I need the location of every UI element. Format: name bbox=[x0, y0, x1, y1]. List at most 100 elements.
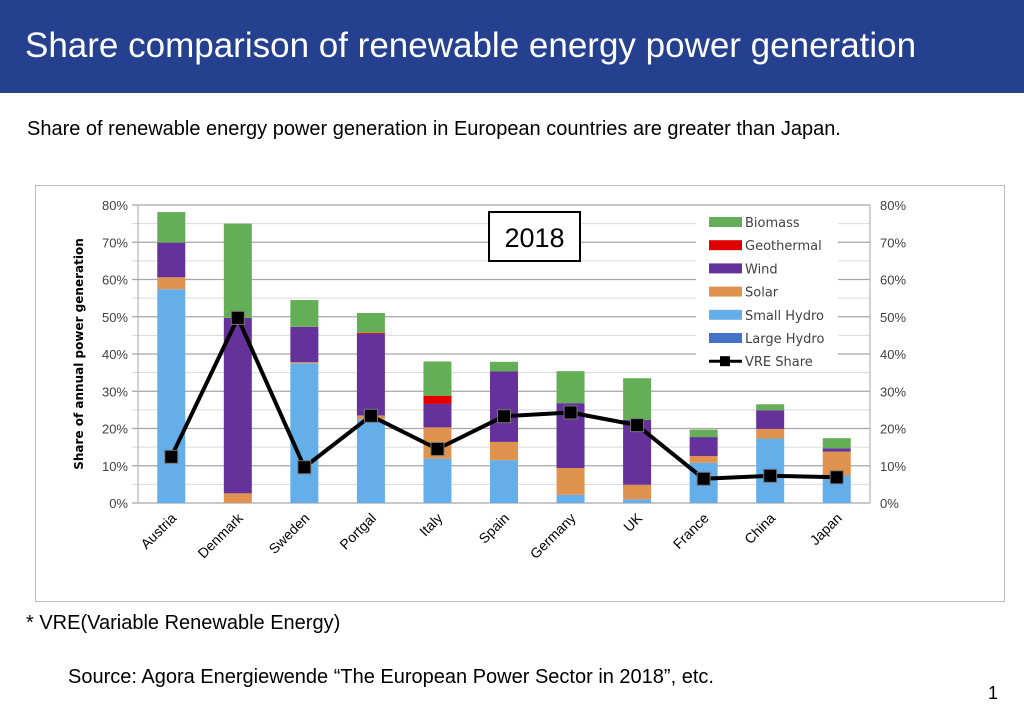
legend: Biomass Geothermal Wind Solar Small Hydro Lar… bbox=[696, 210, 838, 372]
vre-share-marker bbox=[829, 470, 844, 485]
legend-label: Solar bbox=[745, 286, 779, 301]
bar-segment-wind bbox=[223, 317, 252, 494]
vre-share-marker bbox=[230, 310, 245, 325]
page-number: 1 bbox=[988, 683, 999, 703]
bar-segment-small-hydro bbox=[290, 363, 319, 503]
y-tick-label-left: 50% bbox=[102, 310, 128, 325]
bar-segment-biomass bbox=[356, 313, 385, 333]
bar-segment-wind bbox=[423, 403, 452, 428]
vre-share-marker bbox=[497, 409, 511, 424]
legend-swatch bbox=[709, 333, 742, 343]
bar-segment-small-hydro bbox=[423, 458, 452, 503]
y-tick-label-right: 30% bbox=[880, 384, 906, 399]
x-tick-label: Spain bbox=[475, 510, 512, 547]
bar-segment-wind bbox=[356, 333, 385, 416]
y-tick-label-left: 60% bbox=[102, 273, 128, 288]
legend-label: Small Hydro bbox=[745, 309, 824, 324]
vre-share-marker bbox=[696, 471, 711, 486]
bar-segment-small-hydro bbox=[157, 289, 186, 503]
y-tick-label-right: 0% bbox=[880, 496, 899, 511]
vre-share-marker bbox=[630, 418, 645, 433]
vre-share-marker bbox=[563, 405, 578, 420]
x-tick-label: Denmark bbox=[194, 509, 246, 561]
y-tick-label-right: 60% bbox=[880, 273, 906, 288]
bar-segment-solar bbox=[223, 493, 252, 503]
bar-segment-wind bbox=[756, 410, 785, 429]
bar-segment-wind bbox=[490, 371, 518, 442]
subtitle: Share of renewable energy power generati… bbox=[27, 118, 841, 140]
vre-share-marker bbox=[297, 460, 312, 475]
x-tick-label: Germany bbox=[527, 510, 579, 562]
bar-segment-wind bbox=[290, 326, 319, 363]
bar-segment-biomass bbox=[556, 371, 585, 404]
y-tick-label-left: 10% bbox=[102, 459, 128, 474]
bar-segment-solar bbox=[157, 277, 186, 290]
bar-segment-biomass bbox=[689, 429, 718, 438]
y-tick-label-right: 40% bbox=[880, 347, 906, 362]
bar-segment-biomass bbox=[223, 223, 252, 318]
y-tick-label-right: 80% bbox=[880, 198, 906, 213]
y-tick-label-left: 40% bbox=[102, 347, 128, 362]
bar-segment-small-hydro bbox=[490, 460, 518, 503]
y-tick-label-right: 70% bbox=[880, 235, 906, 250]
vre-share-marker bbox=[763, 468, 778, 483]
bar-segment-biomass bbox=[490, 361, 518, 372]
legend-swatch bbox=[709, 263, 742, 274]
x-tick-label: Austria bbox=[137, 510, 179, 552]
bar-segment-biomass bbox=[157, 212, 186, 243]
legend-swatch bbox=[709, 217, 742, 227]
x-tick-label: France bbox=[670, 510, 712, 552]
year-annotation: 2018 bbox=[504, 223, 564, 253]
x-tick-label: Sweden bbox=[265, 510, 312, 557]
legend-swatch bbox=[709, 286, 742, 297]
legend-label: Geothermal bbox=[745, 239, 822, 254]
y-tick-label-left: 70% bbox=[102, 235, 128, 250]
bar-segment-small-hydro bbox=[556, 494, 585, 503]
bar-segment-geothermal bbox=[423, 395, 452, 404]
legend-swatch bbox=[709, 309, 742, 320]
vre-share-marker bbox=[164, 449, 179, 464]
bar-segment-solar bbox=[290, 362, 319, 364]
bar-segment-small-hydro bbox=[623, 499, 652, 503]
x-tick-label: Portgal bbox=[336, 510, 379, 553]
bar-segment-solar bbox=[623, 484, 652, 500]
slide-title: Share comparison of renewable energy pow… bbox=[25, 26, 917, 65]
bar-segment-solar bbox=[756, 428, 785, 439]
legend-marker bbox=[720, 356, 730, 367]
bar-segment-wind bbox=[822, 448, 851, 452]
y-tick-label-right: 20% bbox=[880, 422, 906, 437]
y-tick-label-left: 30% bbox=[102, 384, 128, 399]
vre-share-marker bbox=[363, 408, 378, 423]
bar-segment-biomass bbox=[423, 361, 452, 396]
bar-segment-solar bbox=[689, 456, 718, 463]
legend-label: Large Hydro bbox=[745, 332, 824, 347]
y-tick-label-left: 0% bbox=[109, 496, 128, 511]
vre-share-marker bbox=[430, 441, 445, 456]
bar-segment-wind bbox=[157, 242, 186, 278]
bar-segment-biomass bbox=[290, 299, 319, 327]
title-bar: Share comparison of renewable energy pow… bbox=[0, 0, 1024, 93]
x-tick-label: Italy bbox=[416, 510, 445, 539]
bar-segment-biomass bbox=[756, 404, 785, 411]
x-tick-label: Japan bbox=[807, 510, 845, 548]
y-tick-label-left: 80% bbox=[102, 198, 128, 213]
bar-segment-biomass bbox=[623, 378, 652, 420]
bar-segment-solar bbox=[556, 467, 585, 495]
legend-label: VRE Share bbox=[745, 355, 813, 370]
source-note: Source: Agora Energiewende “The European… bbox=[68, 666, 714, 688]
footnote: * VRE(Variable Renewable Energy) bbox=[26, 612, 341, 634]
x-tick-label: China bbox=[741, 510, 778, 547]
chart-frame bbox=[35, 185, 1005, 602]
bar-segment-geothermal bbox=[356, 332, 385, 334]
y-axis-title: Share of annual power generation bbox=[72, 238, 86, 470]
year-annotation-box bbox=[488, 211, 581, 262]
legend-label: Biomass bbox=[745, 216, 800, 231]
y-tick-label-right: 10% bbox=[880, 459, 906, 474]
bar-segment-wind bbox=[689, 437, 718, 457]
y-tick-label-left: 20% bbox=[102, 422, 128, 437]
y-tick-label-right: 50% bbox=[880, 310, 906, 325]
bar-segment-solar bbox=[490, 441, 518, 461]
bar-segment-biomass bbox=[822, 438, 851, 449]
bar-segment-small-hydro bbox=[356, 419, 385, 503]
